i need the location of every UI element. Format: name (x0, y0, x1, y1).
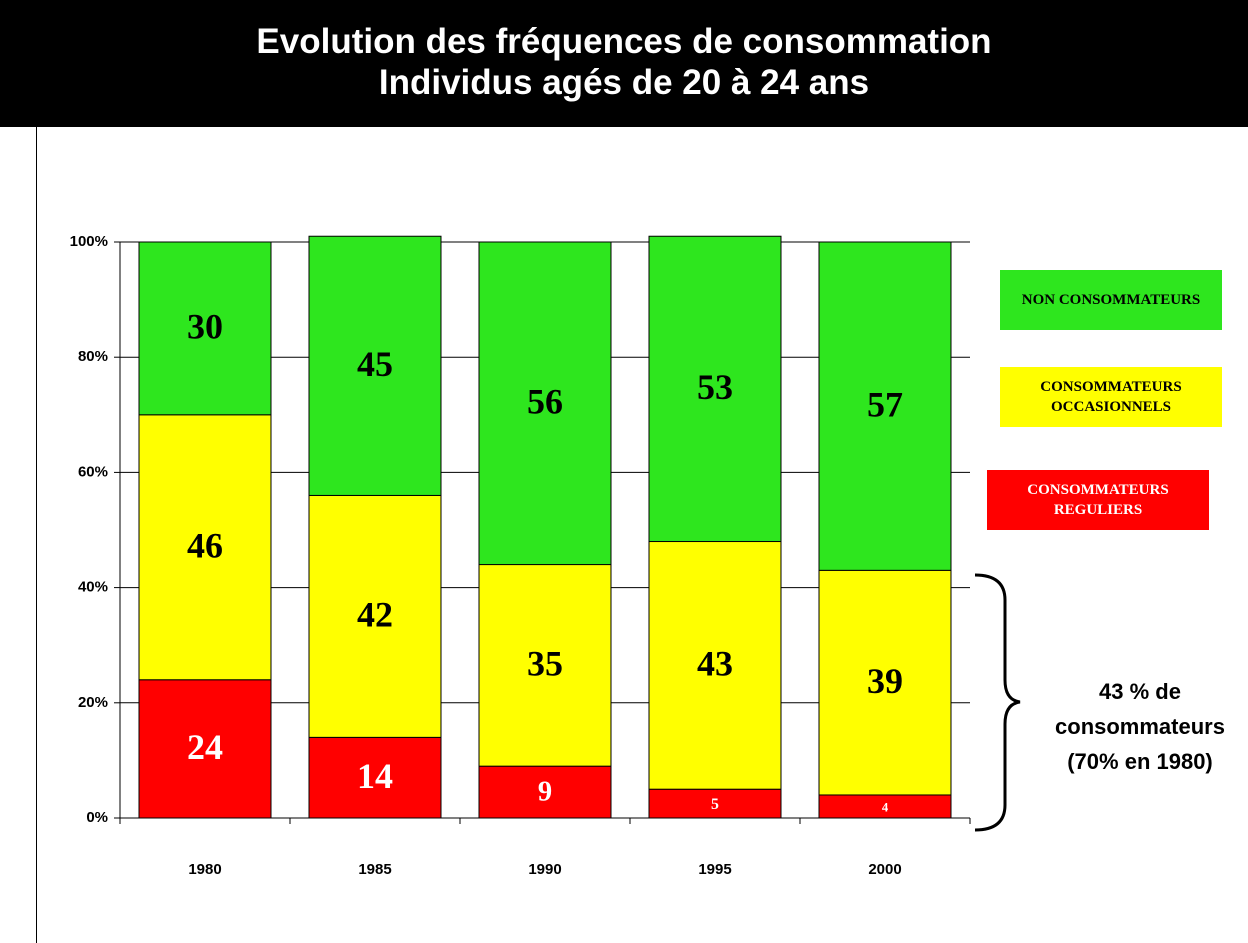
y-tick-label: 60% (78, 463, 108, 480)
data-label: 42 (357, 595, 393, 635)
x-tick-label: 1990 (528, 861, 561, 878)
y-tick-label: 100% (70, 233, 108, 250)
brace (974, 573, 1021, 832)
x-tick-label: 1995 (698, 861, 731, 878)
bar-segment (478, 241, 612, 566)
annotation: 43 % de consommateurs (70% en 1980) (1005, 674, 1248, 779)
bar-segment (478, 564, 612, 767)
y-tick-label: 40% (78, 579, 108, 596)
bar-segment (478, 765, 612, 819)
frame-line (36, 127, 37, 943)
data-label: 4 (882, 800, 889, 814)
bar-segment (138, 241, 272, 416)
bar-segment (648, 235, 782, 543)
data-label: 9 (538, 777, 552, 808)
legend-entry: CONSOMMATEURS REGULIERS (987, 470, 1209, 530)
bar-segment (138, 679, 272, 819)
bar-segment (308, 494, 442, 738)
annotation-line: 43 % de (1099, 679, 1181, 704)
legend-entry: NON CONSOMMATEURS (1000, 270, 1222, 330)
bar-segment (648, 788, 782, 819)
bar-segment (308, 736, 442, 819)
bar-segment (648, 541, 782, 790)
bar-segment (308, 235, 442, 496)
data-label: 57 (867, 384, 903, 424)
header: Evolution des fréquences de consommation… (0, 0, 1248, 127)
legend-entry: CONSOMMATEURS OCCASIONNELS (1000, 367, 1222, 427)
data-label: 5 (711, 796, 719, 813)
y-tick-label: 20% (78, 694, 108, 711)
bar-segment (138, 414, 272, 681)
chart-subtitle: Individus agés de 20 à 24 ans (378, 63, 870, 102)
y-tick-label: 80% (78, 348, 108, 365)
x-tick-label: 1980 (188, 861, 221, 878)
annotation-line: (70% en 1980) (1067, 749, 1213, 774)
data-label: 39 (867, 661, 903, 701)
bar-segment (818, 241, 952, 571)
data-label: 35 (527, 644, 563, 684)
annotation-line: consommateurs (1055, 714, 1225, 739)
x-tick-label: 2000 (868, 861, 901, 878)
data-label: 14 (357, 756, 393, 796)
y-tick-label: 0% (86, 809, 108, 826)
data-label: 53 (697, 367, 733, 407)
data-label: 56 (527, 382, 563, 422)
data-label: 46 (187, 526, 223, 566)
bar-segment (818, 569, 952, 796)
data-label: 43 (697, 644, 733, 684)
data-label: 45 (357, 344, 393, 384)
chart-title: Evolution des fréquences de consommation (256, 22, 992, 61)
data-label: 30 (187, 307, 223, 347)
data-label: 24 (187, 727, 223, 767)
x-tick-label: 1985 (358, 861, 391, 878)
